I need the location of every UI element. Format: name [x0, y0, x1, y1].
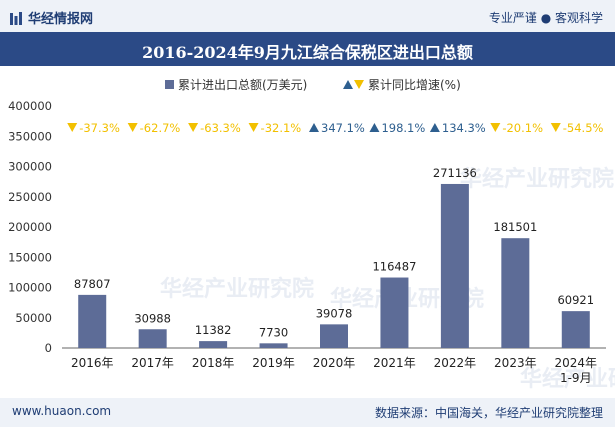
growth-value-label: -63.3% — [200, 121, 241, 135]
growth-value-label: -20.1% — [502, 121, 543, 135]
y-tick-label: 0 — [45, 341, 52, 355]
bar-value-label: 181501 — [493, 220, 537, 234]
legend: 累计进出口总额(万美元) 累计同比增速(%) — [165, 78, 461, 92]
x-tick-label: 2016年 — [71, 356, 114, 370]
bar — [440, 183, 469, 348]
x-tick-label: 2020年 — [313, 356, 356, 370]
growth-value-label: 134.3% — [442, 121, 486, 135]
growth-up-triangle-icon — [309, 123, 319, 132]
watermark-text: 华经产业研究院 — [460, 166, 614, 192]
growth-value-label: -54.5% — [563, 121, 604, 135]
brand-name: 华经情报网 — [28, 12, 94, 27]
bar-value-label: 7730 — [259, 325, 288, 339]
bar — [561, 311, 590, 348]
growth-value-label: -62.7% — [140, 121, 181, 135]
bar-value-label: 87807 — [74, 277, 111, 291]
tagline: 专业严谨 ● 客观科学 — [488, 11, 603, 25]
bar — [78, 294, 107, 348]
legend-bar-swatch — [165, 80, 174, 89]
legend-down-triangle-icon — [354, 80, 364, 89]
y-tick-label: 250000 — [8, 190, 52, 204]
growth-value-label: -37.3% — [79, 121, 120, 135]
x-tick-label: 2022年 — [434, 356, 477, 370]
top-bar: 华经情报网 专业严谨 ● 客观科学 — [0, 0, 615, 32]
legend-up-triangle-icon — [343, 80, 353, 89]
title-bar: 2016-2024年9月九江综合保税区进出口总额 — [0, 32, 615, 66]
growth-up-triangle-icon — [369, 123, 380, 132]
data-source: 数据来源：中国海关，华经产业研究院整理 — [374, 406, 603, 420]
bars: 87807 30988 11382 7730 39078 116487 271136 1815… — [74, 166, 594, 348]
x-tick-label: 2024年 1-9月 — [555, 356, 598, 385]
bar-value-label: 116487 — [372, 260, 416, 274]
legend-bar-label: 累计进出口总额(万美元) — [178, 78, 307, 92]
x-tick-label: 2023年 — [494, 356, 537, 370]
growth-row: -37.3% -62.7% -63.3% -32.1% 347.1% 198.1% 134.… — [67, 121, 604, 135]
growth-down-triangle-icon — [490, 123, 501, 132]
y-tick-label: 50000 — [15, 311, 52, 325]
bar-value-label: 39078 — [316, 306, 353, 320]
y-tick-label: 400000 — [8, 99, 52, 113]
bar-value-label: 60921 — [557, 293, 594, 307]
bar-value-label: 11382 — [195, 323, 232, 337]
legend-growth-label: 累计同比增速(%) — [368, 78, 461, 92]
y-tick-label: 100000 — [8, 281, 52, 295]
bar — [259, 343, 288, 348]
bar-value-label: 271136 — [433, 166, 477, 180]
bar — [320, 324, 348, 348]
bar — [380, 277, 409, 348]
x-tick-label: 2017年 — [131, 356, 174, 370]
x-tick-label: 2021年 — [373, 356, 416, 370]
growth-down-triangle-icon — [248, 123, 259, 132]
growth-down-triangle-icon — [67, 123, 78, 132]
website: www.huaon.com — [12, 404, 112, 418]
growth-up-triangle-icon — [429, 123, 440, 132]
growth-value-label: 347.1% — [321, 121, 365, 135]
growth-value-label: -32.1% — [261, 121, 302, 135]
x-tick-label: 2018年 — [192, 356, 235, 370]
growth-down-triangle-icon — [127, 123, 138, 132]
bar — [138, 329, 167, 348]
x-axis: 2016年 2017年 2018年 2019年 2020年 2021年 2022年 2023年… — [71, 356, 597, 385]
y-tick-label: 300000 — [8, 160, 52, 174]
y-tick-label: 150000 — [8, 250, 52, 264]
x-tick-label: 2019年 — [252, 356, 295, 370]
bar — [501, 238, 530, 348]
growth-value-label: 198.1% — [381, 121, 425, 135]
watermark-text: 华经产业研究院 — [520, 366, 615, 392]
watermark-text: 华经产业研究院 — [160, 276, 314, 302]
brand: 华经情报网 — [10, 8, 93, 27]
chart-title: 2016-2024年9月九江综合保税区进出口总额 — [142, 43, 473, 62]
growth-down-triangle-icon — [188, 123, 199, 132]
growth-down-triangle-icon — [550, 123, 561, 132]
y-tick-label: 200000 — [8, 220, 52, 234]
bar — [199, 341, 228, 348]
bar-value-label: 30988 — [134, 311, 171, 325]
chart: 华经产业研究院华经产业研究院华经产业研究院华经产业研究院 累计进出口总额(万美元… — [8, 78, 615, 392]
footer: www.huaon.com 数据来源：中国海关，华经产业研究院整理 — [0, 398, 615, 427]
y-tick-label: 350000 — [8, 129, 52, 143]
brand-logo-icon — [10, 12, 22, 25]
